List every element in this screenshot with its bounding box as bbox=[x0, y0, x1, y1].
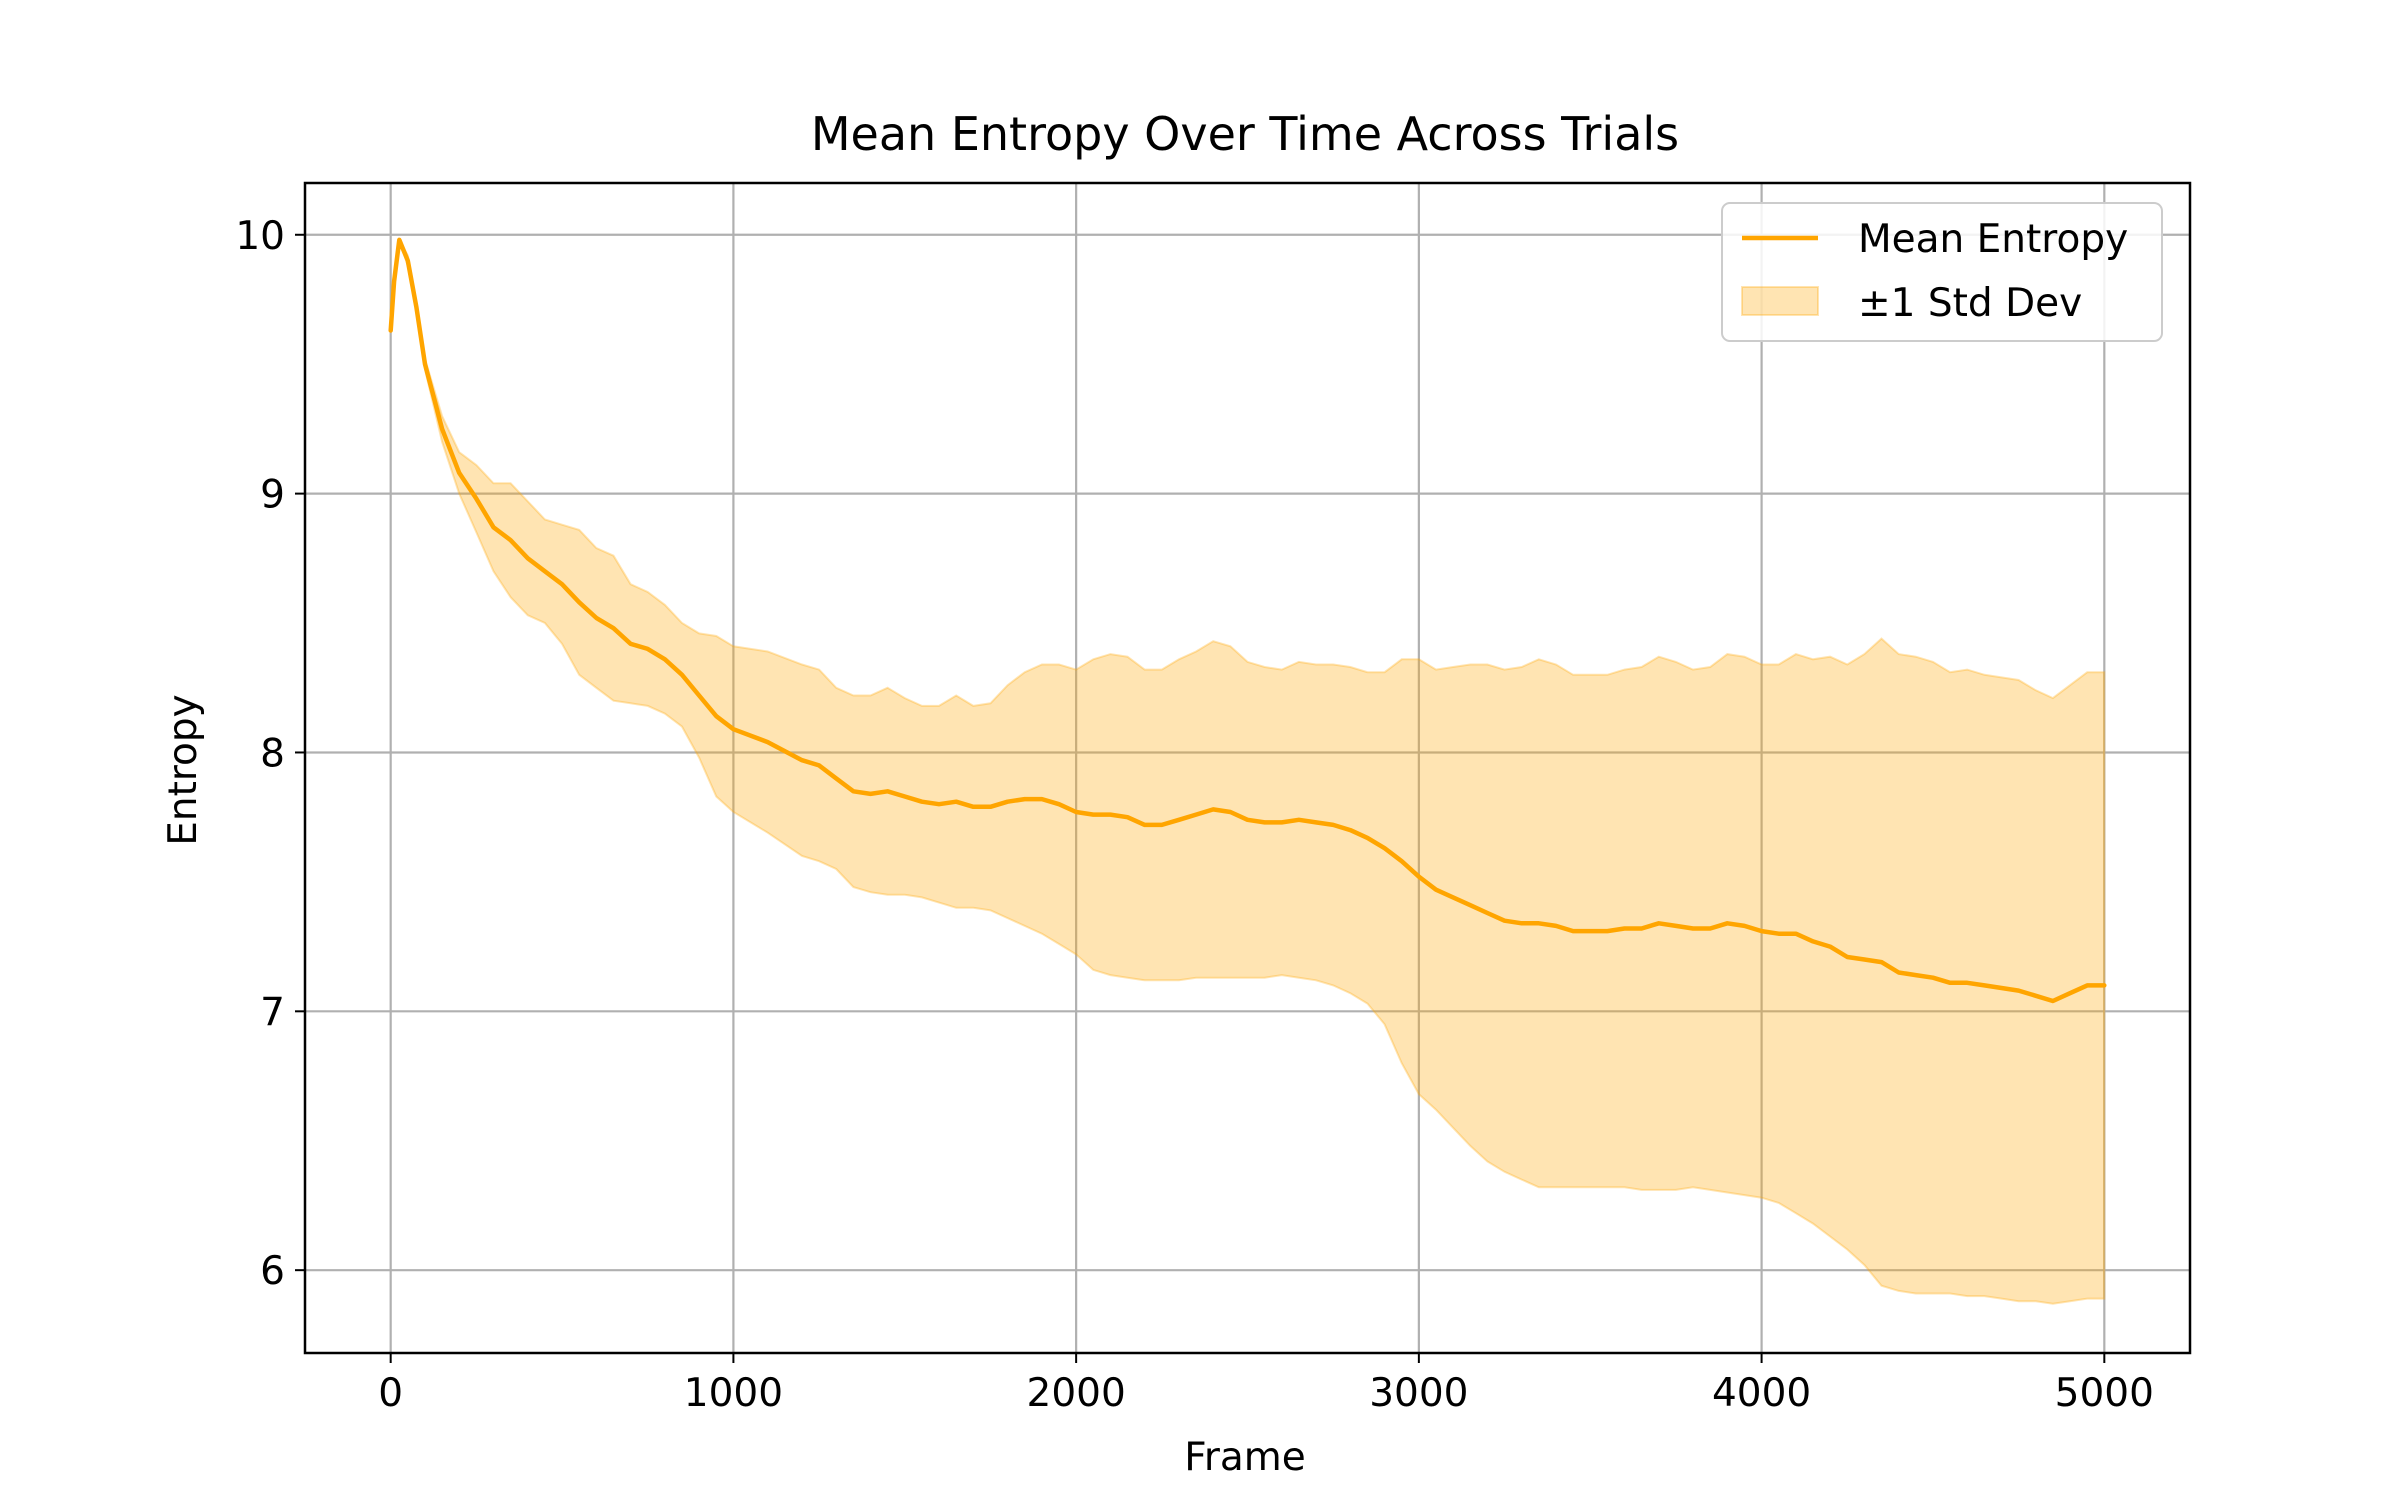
x-tick-label: 4000 bbox=[1712, 1371, 1811, 1416]
y-tick-label: 8 bbox=[260, 731, 285, 776]
legend-label-std: ±1 Std Dev bbox=[1858, 281, 2082, 326]
y-axis-label: Entropy bbox=[161, 694, 206, 846]
x-tick-label: 3000 bbox=[1369, 1371, 1468, 1416]
x-tick-label: 5000 bbox=[2055, 1371, 2154, 1416]
y-tick-label: 7 bbox=[260, 990, 285, 1035]
axes-frame bbox=[303, 181, 2192, 1355]
x-tick-label: 0 bbox=[378, 1371, 403, 1416]
chart-title: Mean Entropy Over Time Across Trials bbox=[811, 107, 1679, 161]
y-tick-label: 9 bbox=[260, 473, 285, 518]
legend-label-mean: Mean Entropy bbox=[1858, 217, 2128, 262]
axis-ticks: 0 1000 2000 3000 4000 5000 6 7 8 9 10 bbox=[235, 214, 2154, 1416]
y-tick-label: 10 bbox=[235, 214, 285, 259]
mean-entropy-line bbox=[388, 237, 2107, 1004]
x-axis-label: Frame bbox=[1184, 1435, 1306, 1480]
y-tick-label: 6 bbox=[260, 1249, 285, 1294]
x-tick-label: 1000 bbox=[684, 1371, 783, 1416]
legend: Mean Entropy ±1 Std Dev bbox=[1721, 202, 2163, 342]
x-tick-label: 2000 bbox=[1027, 1371, 1126, 1416]
legend-band-swatch bbox=[1741, 286, 1819, 316]
legend-box bbox=[1721, 202, 2163, 342]
